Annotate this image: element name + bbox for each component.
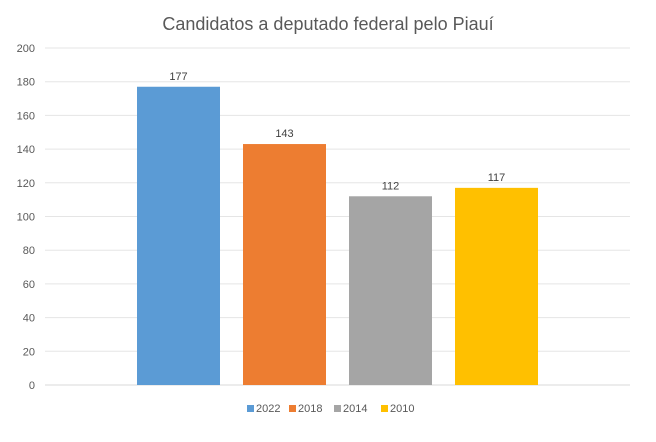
data-label: 143 [275,128,293,140]
legend-item: 2022 [247,403,280,415]
y-axis: 0 20 40 60 80 100 120 140 160 180 200 [17,43,35,392]
legend-swatch [334,405,341,412]
y-tick-label: 60 [23,279,35,291]
y-tick-label: 180 [17,77,35,89]
y-tick-label: 140 [17,144,35,156]
data-label: 177 [169,71,187,83]
data-label: 117 [488,172,506,184]
y-tick-label: 100 [17,212,35,224]
y-tick-label: 200 [17,43,35,55]
data-labels: 177 143 112 117 [169,71,505,193]
legend-swatch [381,405,388,412]
bar-2014 [349,196,432,385]
gridlines [45,47,630,386]
chart-title: Candidatos a deputado federal pelo Piauí [162,14,493,34]
bar-2018 [243,144,326,385]
legend-label: 2018 [298,403,322,415]
legend-swatch [247,405,254,412]
legend-swatch [289,405,296,412]
legend-label: 2014 [343,403,367,415]
bar-2022 [137,86,220,385]
y-tick-label: 160 [17,110,35,122]
bar-2010 [455,187,538,385]
legend-item: 2010 [381,403,414,415]
y-tick-label: 40 [23,313,35,325]
data-label: 112 [382,180,400,192]
y-tick-label: 0 [29,380,35,392]
y-tick-label: 120 [17,178,35,190]
y-tick-label: 20 [23,346,35,358]
legend-item: 2018 [289,403,322,415]
bars [137,86,538,385]
legend-label: 2010 [390,403,414,415]
legend-item: 2014 [334,403,367,415]
legend-label: 2022 [256,403,280,415]
y-tick-label: 80 [23,245,35,257]
legend: 2022 2018 2014 2010 [247,403,414,415]
